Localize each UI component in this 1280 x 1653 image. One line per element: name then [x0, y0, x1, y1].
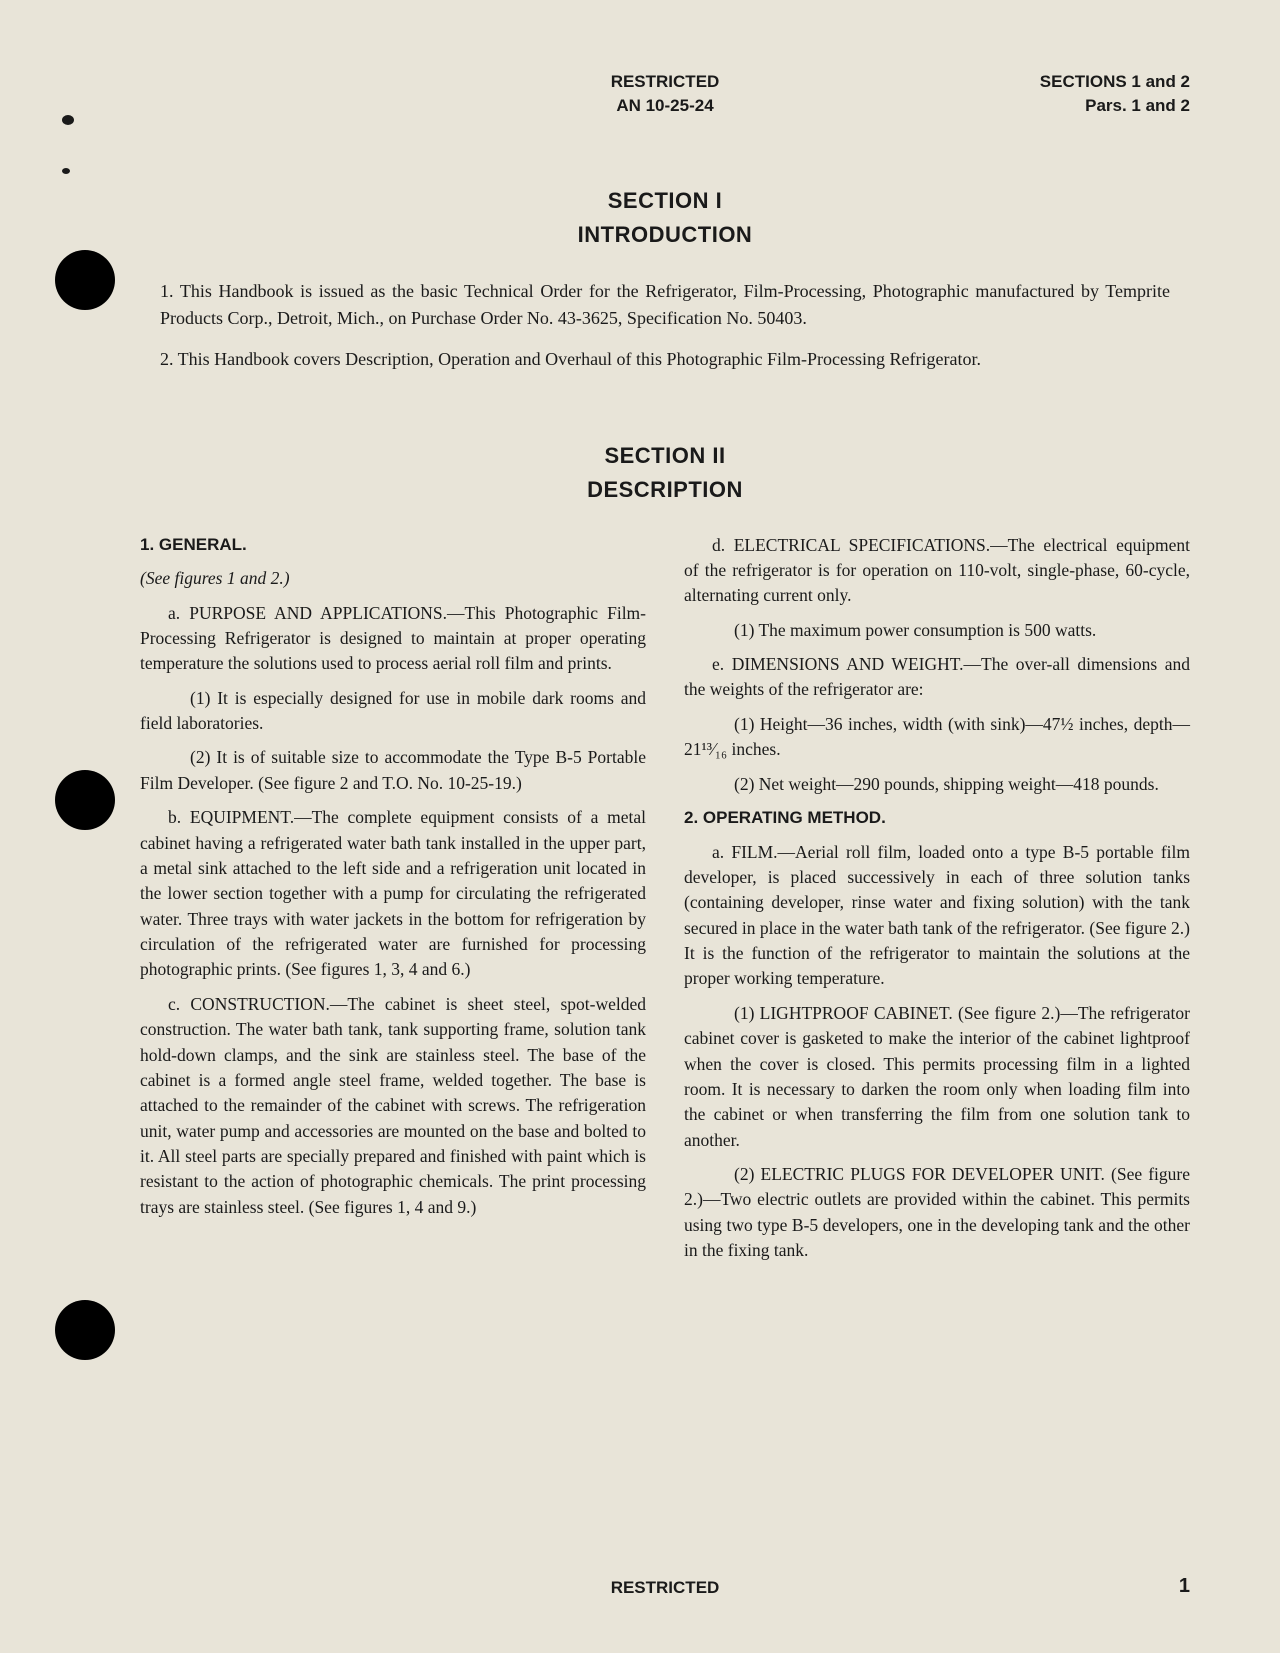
header-sections: SECTIONS 1 and 2 — [1040, 70, 1190, 94]
left-column: 1. GENERAL. (See figures 1 and 2.) a. PU… — [140, 533, 646, 1273]
corner-mark — [62, 115, 74, 125]
intro-para-2: 2. This Handbook covers Description, Ope… — [160, 346, 1170, 373]
header-pars: Pars. 1 and 2 — [1040, 94, 1190, 118]
see-figures: (See figures 1 and 2.) — [140, 566, 646, 591]
punch-hole — [55, 250, 115, 310]
header-doc-number: AN 10-25-24 — [611, 94, 720, 118]
para-dimensions-2: (2) Net weight—290 pounds, shipping weig… — [684, 772, 1190, 797]
punch-hole — [55, 1300, 115, 1360]
para-construction: c. CONSTRUCTION.—The cabinet is sheet st… — [140, 992, 646, 1220]
introduction-block: 1. This Handbook is issued as the basic … — [160, 278, 1170, 373]
section1-title: SECTION I — [140, 188, 1190, 214]
footer-restricted: RESTRICTED — [140, 1578, 1190, 1598]
corner-mark — [62, 168, 70, 174]
header-restricted: RESTRICTED — [611, 70, 720, 94]
page-footer: RESTRICTED 1 — [140, 1575, 1190, 1598]
header-center: RESTRICTED AN 10-25-24 — [611, 70, 720, 118]
para-electrical: d. ELECTRICAL SPECIFICATIONS.—The electr… — [684, 533, 1190, 609]
para-purpose: a. PURPOSE AND APPLICATIONS.—This Photog… — [140, 601, 646, 677]
header-right: SECTIONS 1 and 2 Pars. 1 and 2 — [1040, 70, 1190, 118]
para-electrical-1: (1) The maximum power consumption is 500… — [684, 618, 1190, 643]
document-page: RESTRICTED AN 10-25-24 SECTIONS 1 and 2 … — [0, 0, 1280, 1653]
heading-general: 1. GENERAL. — [140, 533, 646, 558]
para-dimensions-1: (1) Height—36 inches, width (with sink)—… — [684, 712, 1190, 763]
para-dimensions: e. DIMENSIONS AND WEIGHT.—The over-all d… — [684, 652, 1190, 703]
body-columns: 1. GENERAL. (See figures 1 and 2.) a. PU… — [140, 533, 1190, 1273]
heading-operating: 2. OPERATING METHOD. — [684, 806, 1190, 831]
intro-para-1: 1. This Handbook is issued as the basic … — [160, 278, 1170, 332]
section2-subtitle: DESCRIPTION — [140, 477, 1190, 503]
page-header: RESTRICTED AN 10-25-24 SECTIONS 1 and 2 … — [140, 70, 1190, 118]
para-purpose-1: (1) It is especially designed for use in… — [140, 686, 646, 737]
para-film: a. FILM.—Aerial roll film, loaded onto a… — [684, 840, 1190, 992]
para-plugs: (2) ELECTRIC PLUGS FOR DEVELOPER UNIT. (… — [684, 1162, 1190, 1264]
right-column: d. ELECTRICAL SPECIFICATIONS.—The electr… — [684, 533, 1190, 1273]
section2-title: SECTION II — [140, 443, 1190, 469]
para-equipment: b. EQUIPMENT.—The complete equipment con… — [140, 805, 646, 983]
section1-subtitle: INTRODUCTION — [140, 222, 1190, 248]
para-lightproof: (1) LIGHTPROOF CABINET. (See figure 2.)—… — [684, 1001, 1190, 1153]
para-purpose-2: (2) It is of suitable size to accommodat… — [140, 745, 646, 796]
punch-hole — [55, 770, 115, 830]
